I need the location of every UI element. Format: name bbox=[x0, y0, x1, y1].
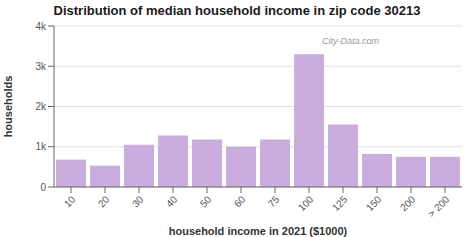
svg-text:10: 10 bbox=[62, 193, 78, 209]
svg-text:60: 60 bbox=[232, 193, 248, 209]
svg-text:125: 125 bbox=[330, 193, 350, 213]
svg-text:75: 75 bbox=[266, 193, 282, 209]
svg-text:0: 0 bbox=[40, 182, 46, 193]
svg-text:household income in 2021 ($100: household income in 2021 ($1000) bbox=[169, 225, 348, 237]
svg-text:150: 150 bbox=[364, 193, 384, 213]
svg-text:> 200: > 200 bbox=[426, 193, 452, 219]
html-text:Distribution of median househo: Distribution of median household income … bbox=[53, 3, 421, 18]
svg-text:50: 50 bbox=[198, 193, 214, 209]
html-text:City-Data.com: City-Data.com bbox=[322, 36, 379, 46]
svg-text:households: households bbox=[8, 76, 14, 138]
svg-text:1k: 1k bbox=[35, 141, 47, 152]
svg-text:20: 20 bbox=[96, 193, 112, 209]
svg-text:30: 30 bbox=[130, 193, 146, 209]
svg-text:3k: 3k bbox=[35, 61, 47, 72]
svg-text:100: 100 bbox=[296, 193, 316, 213]
svg-text:2k: 2k bbox=[35, 101, 47, 112]
svg-text:40: 40 bbox=[164, 193, 180, 209]
svg-text:4k: 4k bbox=[35, 22, 47, 32]
svg-text:200: 200 bbox=[398, 193, 418, 213]
